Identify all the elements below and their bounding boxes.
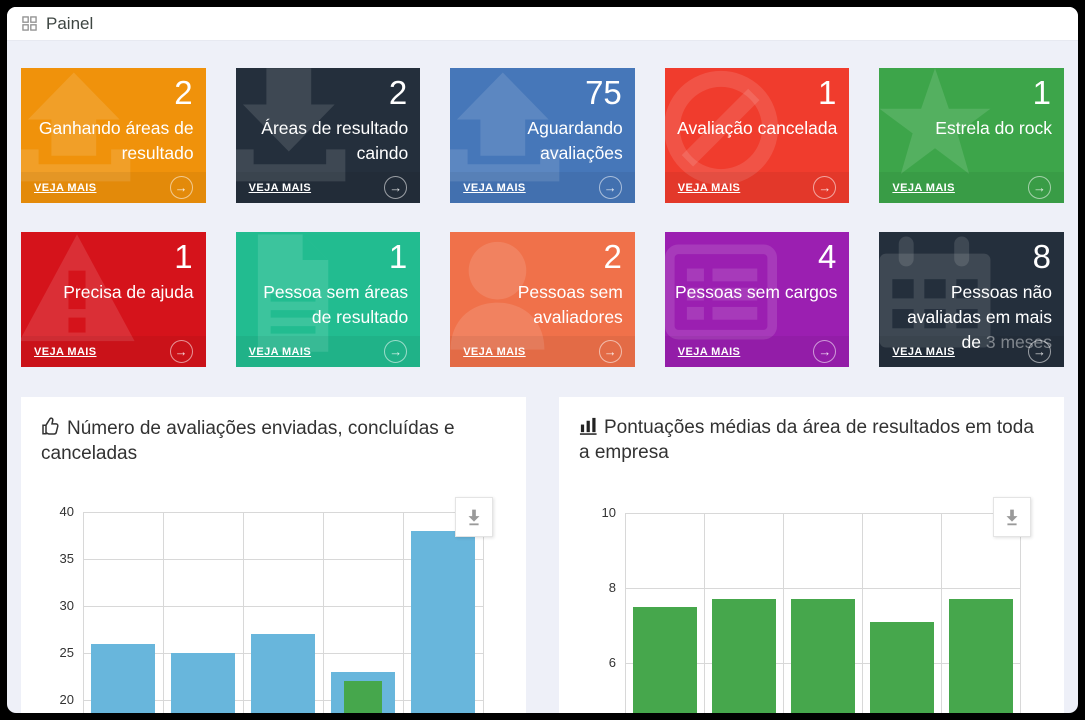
veja-mais-link[interactable]: VEJA MAIS: [463, 181, 526, 194]
upload-arrow-icon: [21, 72, 131, 182]
tile-footer: VEJA MAIS →: [21, 172, 206, 203]
tile-value: 1: [818, 74, 837, 111]
tile-footer: VEJA MAIS →: [235, 172, 421, 203]
veja-mais-link[interactable]: VEJA MAIS: [892, 345, 955, 358]
table-list-icon: [664, 244, 777, 340]
arrow-right-circle-icon[interactable]: →: [169, 340, 193, 363]
bar-chart-avaliacoes: 40 35 30 25 20: [60, 504, 484, 713]
download-button[interactable]: [455, 497, 493, 537]
tile-value: 2: [388, 74, 408, 111]
tile-footer: VEJA MAIS →: [235, 336, 421, 367]
tile-precisa-de-ajuda[interactable]: 1 Precisa de ajuda VEJA MAIS →: [21, 232, 206, 367]
tile-pessoas-sem-cargos[interactable]: 4 Pessoas sem cargos VEJA MAIS →: [664, 232, 850, 367]
tile-pessoas-sem-avaliadores[interactable]: 2 Pessoas sem avaliadores VEJA MAIS →: [450, 232, 635, 367]
warning-triangle-icon: [21, 234, 135, 342]
tile-footer: VEJA MAIS →: [664, 172, 850, 203]
chart-title: Pontuações médias da área de resultados …: [559, 397, 1064, 465]
star-icon: [879, 68, 991, 174]
tile-footer: VEJA MAIS →: [664, 336, 850, 367]
tile-pessoa-sem-areas[interactable]: 1 Pessoa sem áreas de resultado VEJA MAI…: [235, 232, 421, 367]
tile-value: 2: [603, 238, 622, 275]
tile-estrela-do-rock[interactable]: 1 Estrela do rock VEJA MAIS →: [879, 68, 1064, 203]
tile-ganhando-areas[interactable]: 2 Ganhando áreas de resultado VEJA MAIS …: [21, 68, 206, 203]
tile-value: 4: [818, 238, 837, 275]
chart-title-text: Pontuações médias da área de resultados …: [579, 417, 1034, 463]
bar-chart-pontuacoes: 10 8 6: [602, 505, 1021, 713]
veja-mais-link[interactable]: VEJA MAIS: [677, 181, 741, 194]
tile-footer: VEJA MAIS →: [21, 336, 206, 367]
tile-value: 1: [388, 238, 408, 275]
arrow-right-circle-icon[interactable]: →: [169, 176, 193, 199]
page-title: Painel: [46, 13, 94, 33]
tile-aguardando-avaliacoes[interactable]: 75 Aguardando avaliações VEJA MAIS →: [450, 68, 635, 203]
arrow-right-circle-icon[interactable]: →: [813, 340, 837, 363]
veja-mais-link[interactable]: VEJA MAIS: [34, 181, 97, 194]
arrow-right-circle-icon[interactable]: →: [384, 176, 408, 199]
tile-value: 1: [1032, 74, 1051, 111]
tile-pessoas-nao-avaliadas[interactable]: 8 Pessoas não avaliadas em mais de 3 mes…: [879, 232, 1064, 367]
download-button[interactable]: [993, 497, 1031, 537]
bar-chart-icon: [579, 417, 597, 435]
tile-areas-caindo[interactable]: 2 Áreas de resultado caindo VEJA MAIS →: [235, 68, 421, 203]
thumbs-up-icon: [42, 417, 59, 435]
tile-value: 8: [1032, 238, 1051, 275]
tiles-grid: 2 Ganhando áreas de resultado VEJA MAIS …: [21, 68, 1064, 367]
chart-title-text: Número de avaliações enviadas, concluída…: [41, 418, 455, 464]
charts-row: Número de avaliações enviadas, concluída…: [21, 397, 1064, 713]
ban-icon: [664, 70, 778, 186]
veja-mais-link[interactable]: VEJA MAIS: [677, 345, 741, 358]
arrow-right-circle-icon[interactable]: →: [1028, 176, 1051, 199]
file-icon: [257, 234, 328, 352]
tile-avaliacao-cancelada[interactable]: 1 Avaliação cancelada VEJA MAIS →: [664, 68, 850, 203]
tile-footer: VEJA MAIS →: [450, 336, 635, 367]
arrow-right-circle-icon[interactable]: →: [598, 176, 622, 199]
header: Painel: [7, 7, 1078, 41]
download-icon: [1006, 509, 1018, 526]
download-icon: [468, 509, 480, 526]
veja-mais-link[interactable]: VEJA MAIS: [248, 345, 312, 358]
veja-mais-link[interactable]: VEJA MAIS: [892, 181, 955, 194]
veja-mais-link[interactable]: VEJA MAIS: [248, 181, 312, 194]
arrow-right-circle-icon[interactable]: →: [1028, 340, 1051, 363]
arrow-right-circle-icon[interactable]: →: [813, 176, 837, 199]
dashboard-grid-icon: [22, 16, 37, 31]
tile-value: 75: [585, 74, 622, 111]
veja-mais-link[interactable]: VEJA MAIS: [463, 345, 526, 358]
chart-panel-avaliacoes: Número de avaliações enviadas, concluída…: [21, 397, 526, 713]
main-content: 2 Ganhando áreas de resultado VEJA MAIS …: [7, 41, 1078, 713]
arrow-right-circle-icon[interactable]: →: [384, 340, 408, 363]
download-arrow-icon: [235, 68, 345, 182]
upload-arrow-icon: [450, 72, 560, 182]
dashboard-screen: Painel 2 Ganhando áreas de resultado VEJ…: [7, 7, 1078, 713]
tile-footer: VEJA MAIS →: [879, 172, 1064, 203]
veja-mais-link[interactable]: VEJA MAIS: [34, 345, 97, 358]
person-icon: [450, 241, 545, 350]
tile-value: 2: [174, 74, 193, 111]
chart-panel-pontuacoes: Pontuações médias da área de resultados …: [559, 397, 1064, 713]
chart-title: Número de avaliações enviadas, concluída…: [21, 397, 526, 466]
tile-value: 1: [174, 238, 193, 275]
tile-footer: VEJA MAIS →: [879, 336, 1064, 367]
arrow-right-circle-icon[interactable]: →: [598, 340, 622, 363]
calendar-icon: [879, 236, 991, 348]
tile-footer: VEJA MAIS →: [450, 172, 635, 203]
